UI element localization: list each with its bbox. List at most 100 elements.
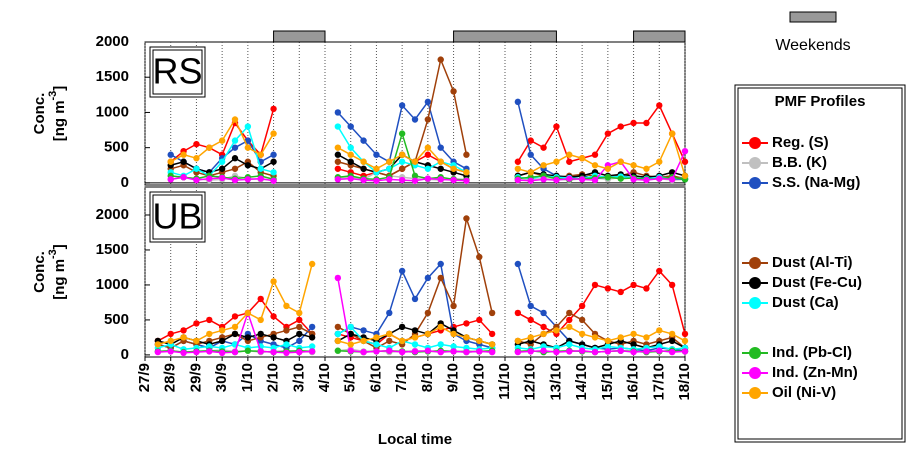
y-tick-label: 1500 bbox=[96, 68, 129, 85]
data-point bbox=[668, 169, 676, 176]
x-tick-label: 30/9 bbox=[213, 363, 230, 392]
data-point bbox=[308, 343, 316, 350]
data-point bbox=[566, 175, 573, 182]
data-point bbox=[180, 174, 187, 181]
data-point bbox=[668, 337, 676, 345]
data-point bbox=[424, 175, 432, 182]
data-point bbox=[604, 130, 612, 137]
data-point bbox=[154, 341, 162, 348]
data-point bbox=[424, 330, 432, 338]
data-point bbox=[193, 320, 200, 327]
data-point bbox=[424, 347, 432, 354]
data-point bbox=[514, 176, 522, 184]
x-tick-label: 14/10 bbox=[573, 363, 590, 401]
data-point bbox=[231, 137, 239, 144]
legend-marker bbox=[749, 367, 761, 379]
data-point bbox=[553, 158, 560, 165]
data-point bbox=[617, 288, 624, 296]
data-point bbox=[244, 176, 252, 183]
y-tick-label: 500 bbox=[104, 139, 129, 156]
panel-label: RS bbox=[152, 51, 202, 92]
data-point bbox=[450, 330, 457, 338]
x-tick-label: 15/10 bbox=[599, 363, 616, 401]
data-point bbox=[257, 348, 264, 355]
x-tick-label: 2/10 bbox=[265, 363, 282, 392]
data-point bbox=[244, 137, 252, 144]
legend-marker bbox=[749, 157, 761, 169]
data-point bbox=[206, 175, 213, 182]
data-point bbox=[630, 330, 637, 338]
panel-label-box-inner bbox=[152, 194, 203, 240]
data-point bbox=[488, 330, 496, 338]
data-point bbox=[681, 337, 689, 345]
data-point bbox=[386, 347, 393, 354]
data-point bbox=[193, 337, 200, 345]
data-point bbox=[347, 330, 354, 338]
data-point bbox=[308, 348, 316, 355]
data-point bbox=[566, 309, 573, 317]
data-point bbox=[630, 348, 637, 356]
data-point bbox=[681, 172, 689, 180]
x-tick-label: 27/9 bbox=[136, 363, 153, 392]
data-point bbox=[591, 151, 599, 158]
data-point bbox=[360, 327, 367, 334]
data-point bbox=[308, 260, 316, 268]
data-point bbox=[347, 151, 354, 158]
data-point bbox=[270, 278, 277, 285]
data-point bbox=[334, 337, 342, 345]
data-point bbox=[308, 323, 316, 331]
data-point bbox=[617, 123, 624, 130]
data-point bbox=[668, 281, 676, 289]
data-point bbox=[398, 323, 406, 331]
x-tick-label: 17/10 bbox=[650, 363, 667, 401]
data-point bbox=[591, 162, 599, 169]
data-point bbox=[257, 295, 264, 303]
data-point bbox=[566, 316, 573, 324]
data-point bbox=[244, 162, 252, 169]
data-point bbox=[206, 330, 213, 338]
data-point bbox=[180, 327, 187, 334]
data-point bbox=[411, 334, 419, 341]
data-point bbox=[296, 330, 303, 338]
data-point bbox=[463, 320, 470, 327]
data-point bbox=[218, 337, 226, 345]
legend-label: S.S. (Na-Mg) bbox=[772, 174, 860, 191]
data-point bbox=[193, 140, 200, 148]
data-point bbox=[334, 165, 342, 172]
data-point bbox=[386, 330, 393, 338]
data-point bbox=[668, 176, 676, 183]
data-point bbox=[630, 162, 637, 169]
data-point bbox=[437, 176, 444, 183]
data-point bbox=[398, 165, 406, 172]
x-tick-label: 10/10 bbox=[470, 363, 487, 401]
data-point bbox=[283, 302, 290, 310]
data-point bbox=[334, 123, 342, 130]
data-point bbox=[270, 334, 277, 341]
data-point bbox=[193, 348, 200, 356]
data-point bbox=[360, 158, 367, 165]
panel-label: UB bbox=[152, 196, 202, 237]
data-point bbox=[373, 334, 380, 341]
data-point bbox=[514, 309, 522, 317]
legend-marker bbox=[749, 137, 761, 149]
data-point bbox=[411, 341, 419, 348]
panel-label-box bbox=[149, 46, 206, 98]
data-point bbox=[463, 215, 470, 222]
data-point bbox=[398, 151, 406, 158]
y-tick-label: 2000 bbox=[96, 206, 129, 223]
data-point bbox=[270, 105, 277, 113]
data-point bbox=[591, 176, 599, 184]
data-point bbox=[630, 176, 637, 183]
data-point bbox=[514, 165, 522, 172]
data-point bbox=[231, 144, 239, 151]
y-axis-label: [ng m-3] bbox=[47, 86, 68, 142]
legend-label: Dust (Ca) bbox=[772, 294, 839, 311]
data-point bbox=[334, 330, 342, 338]
x-tick-label: 3/10 bbox=[290, 363, 307, 392]
data-point bbox=[540, 347, 547, 354]
data-point bbox=[167, 151, 174, 158]
data-point bbox=[257, 175, 264, 182]
data-point bbox=[270, 158, 277, 165]
data-point bbox=[656, 347, 663, 354]
data-point bbox=[437, 323, 444, 331]
